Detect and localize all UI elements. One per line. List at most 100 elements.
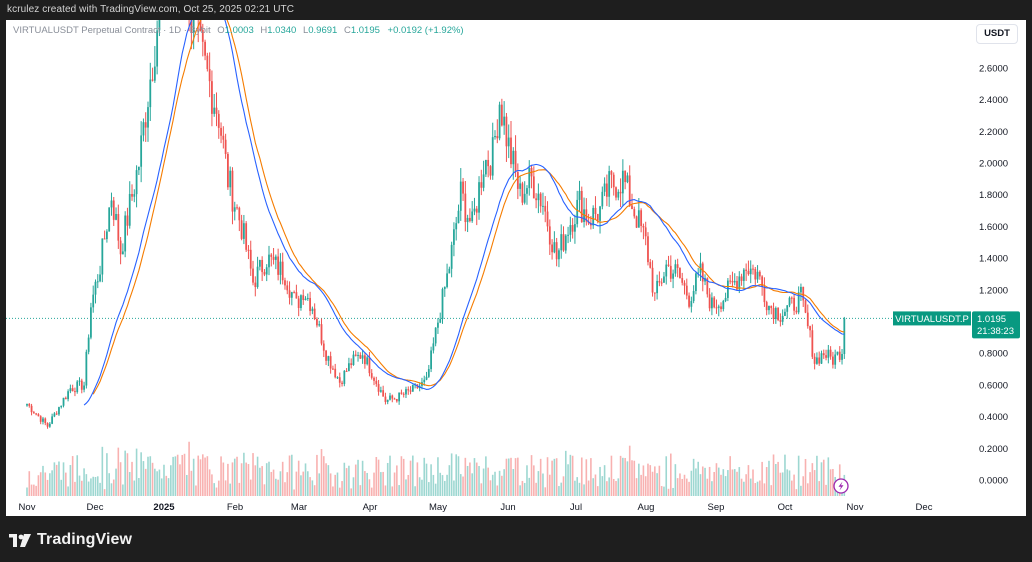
candle bbox=[284, 277, 286, 290]
volume-bar bbox=[674, 464, 677, 496]
candle bbox=[542, 192, 544, 215]
ma-slow-line bbox=[92, 20, 845, 395]
volume-bar bbox=[405, 479, 407, 496]
volume-bar bbox=[745, 474, 747, 496]
volume-bar bbox=[179, 464, 181, 496]
candle bbox=[777, 307, 780, 322]
candle bbox=[405, 386, 407, 399]
candle bbox=[503, 101, 506, 135]
candle bbox=[156, 20, 159, 75]
candle bbox=[617, 189, 620, 201]
y-tick-label: 2.2000 bbox=[979, 127, 1008, 138]
candle bbox=[190, 20, 193, 50]
volume-bar bbox=[811, 463, 814, 496]
lightning-icon[interactable] bbox=[833, 478, 849, 494]
candle bbox=[535, 193, 538, 209]
volume-bar bbox=[42, 465, 44, 496]
candle bbox=[108, 207, 111, 232]
y-tick-label: 0.6000 bbox=[979, 380, 1008, 391]
candle bbox=[92, 285, 95, 313]
volume-bar bbox=[715, 463, 718, 496]
candle bbox=[393, 397, 396, 400]
candle bbox=[740, 273, 743, 286]
candle bbox=[763, 277, 766, 307]
volume-bar bbox=[546, 457, 549, 496]
volume-bar bbox=[804, 458, 807, 496]
volume-bar bbox=[777, 461, 779, 496]
volume-bar bbox=[409, 460, 412, 496]
candle bbox=[430, 346, 432, 373]
volume-bar bbox=[772, 454, 775, 496]
volume-bar bbox=[822, 459, 825, 496]
candle bbox=[240, 214, 243, 241]
volume-bar bbox=[441, 475, 444, 496]
candle bbox=[55, 411, 58, 416]
volume-bar bbox=[633, 460, 636, 496]
volume-bar bbox=[683, 474, 686, 496]
candle bbox=[651, 260, 654, 297]
volume-bar bbox=[332, 486, 334, 496]
x-tick-label: Apr bbox=[363, 502, 378, 513]
volume-bar bbox=[30, 484, 33, 496]
candle bbox=[229, 166, 232, 196]
volume-bar bbox=[498, 470, 501, 496]
volume-bar bbox=[603, 465, 606, 496]
candle bbox=[841, 349, 843, 365]
volume-bar bbox=[439, 472, 442, 496]
candle bbox=[359, 352, 362, 359]
volume-bar bbox=[265, 463, 268, 496]
candle bbox=[768, 305, 770, 315]
price-chart[interactable]: 2.6000 2.4000 2.2000 2.0000 1.8000 1.6000 1.40… bbox=[6, 20, 1026, 516]
candle bbox=[619, 178, 622, 208]
candle bbox=[720, 302, 722, 313]
tradingview-logo[interactable]: TradingView bbox=[9, 531, 132, 549]
candle bbox=[343, 370, 346, 387]
volume-bar bbox=[217, 480, 220, 496]
symbol-name: VIRTUALUSDT Perpetual Contract · 1D · By… bbox=[13, 25, 211, 36]
candle bbox=[74, 387, 76, 397]
currency-button[interactable]: USDT bbox=[976, 24, 1018, 44]
volume-bar bbox=[398, 485, 400, 496]
volume-bar bbox=[818, 481, 821, 496]
candle bbox=[820, 350, 823, 365]
candle bbox=[222, 126, 225, 149]
candle bbox=[484, 159, 487, 177]
volume-bar bbox=[763, 483, 766, 496]
volume-bar bbox=[167, 478, 170, 496]
candle bbox=[258, 259, 261, 271]
volume-bar bbox=[713, 471, 715, 496]
candle bbox=[437, 318, 439, 334]
open-key: O bbox=[217, 25, 225, 36]
volume-bar bbox=[307, 471, 309, 496]
candle bbox=[329, 351, 332, 374]
candle bbox=[770, 305, 773, 315]
chart-panel[interactable]: 2.6000 2.4000 2.2000 2.0000 1.8000 1.6000 1.40… bbox=[6, 20, 1026, 516]
candle bbox=[252, 260, 254, 286]
volume-bar bbox=[231, 462, 234, 496]
candle bbox=[76, 380, 79, 394]
volume-bar bbox=[224, 480, 227, 496]
volume-bar bbox=[357, 459, 359, 496]
volume-bar bbox=[393, 472, 396, 496]
candle bbox=[302, 289, 305, 305]
volume-bar bbox=[108, 473, 110, 496]
volume-bar bbox=[156, 471, 158, 496]
candle bbox=[731, 271, 734, 288]
volume-bar bbox=[813, 470, 816, 496]
candle bbox=[697, 267, 700, 278]
volume-bar bbox=[272, 469, 275, 496]
volume-bar bbox=[571, 455, 574, 496]
candle bbox=[391, 394, 394, 403]
open-value: 1.0003 bbox=[224, 25, 254, 36]
volume-bar bbox=[361, 460, 364, 496]
candle bbox=[665, 259, 668, 285]
candle bbox=[738, 271, 741, 294]
volume-bar bbox=[560, 482, 563, 496]
candle bbox=[729, 274, 732, 285]
volume-bar bbox=[259, 467, 261, 496]
candle bbox=[733, 273, 736, 286]
candle bbox=[256, 256, 259, 289]
candle bbox=[361, 349, 364, 364]
candle bbox=[551, 239, 553, 260]
candle bbox=[471, 201, 474, 223]
